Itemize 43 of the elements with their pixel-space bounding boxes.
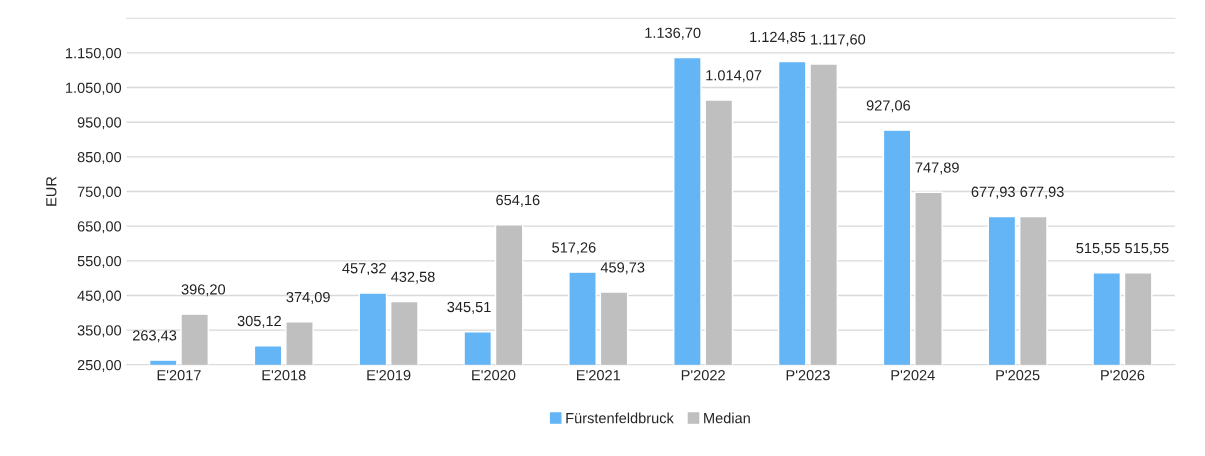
y-tick-label: 1.050,00 <box>66 82 122 95</box>
legend-label: Fürstenfeldbruck <box>566 412 674 424</box>
data-label: 432,58 <box>391 271 435 284</box>
data-label: 747,89 <box>915 162 959 175</box>
y-tick-label: 650,00 <box>77 221 122 234</box>
data-label: 677,93 <box>971 186 1015 199</box>
x-tick-label: E'2019 <box>367 370 411 381</box>
data-label: 1.117,60 <box>811 34 866 47</box>
y-tick-label: 350,00 <box>77 325 122 338</box>
data-label: 457,32 <box>342 263 386 276</box>
data-label: 677,93 <box>1020 186 1064 199</box>
y-tick-label: 450,00 <box>77 290 122 303</box>
data-label: 1.014,07 <box>706 70 762 83</box>
data-label: 654,16 <box>496 194 540 207</box>
y-tick-label: 550,00 <box>77 255 122 268</box>
x-tick-label: P'2023 <box>786 370 830 381</box>
x-tick-label: E'2021 <box>577 370 621 381</box>
y-tick-label: 250,00 <box>77 359 122 372</box>
data-label: 374,09 <box>286 291 330 304</box>
data-label: 1.136,70 <box>645 27 701 40</box>
data-label: 305,12 <box>237 315 281 328</box>
y-tick-label: 750,00 <box>77 186 122 199</box>
data-label: 927,06 <box>866 100 911 113</box>
data-label: 396,20 <box>181 284 226 297</box>
data-label: 1.124,85 <box>750 31 806 44</box>
x-tick-label: E'2020 <box>472 370 516 381</box>
x-tick-label: P'2022 <box>681 370 725 381</box>
y-tick-label: 1.150,00 <box>66 48 122 61</box>
data-label: 263,43 <box>132 330 177 343</box>
x-tick-label: E'2018 <box>262 370 306 381</box>
data-label: 515,55 <box>1076 243 1120 255</box>
data-label: 517,26 <box>552 242 596 255</box>
x-tick-label: E'2017 <box>157 370 201 381</box>
y-axis-title: EUR <box>46 176 57 206</box>
x-tick-label: P'2024 <box>891 370 935 381</box>
data-label: 345,51 <box>447 301 491 314</box>
legend-label: Median <box>704 412 750 424</box>
x-tick-label: P'2026 <box>1101 370 1145 381</box>
y-tick-label: 950,00 <box>77 117 122 130</box>
y-tick-label: 850,00 <box>77 151 122 165</box>
data-label: 515,55 <box>1125 243 1169 255</box>
data-label: 459,73 <box>600 262 645 275</box>
x-tick-label: P'2025 <box>996 370 1040 381</box>
